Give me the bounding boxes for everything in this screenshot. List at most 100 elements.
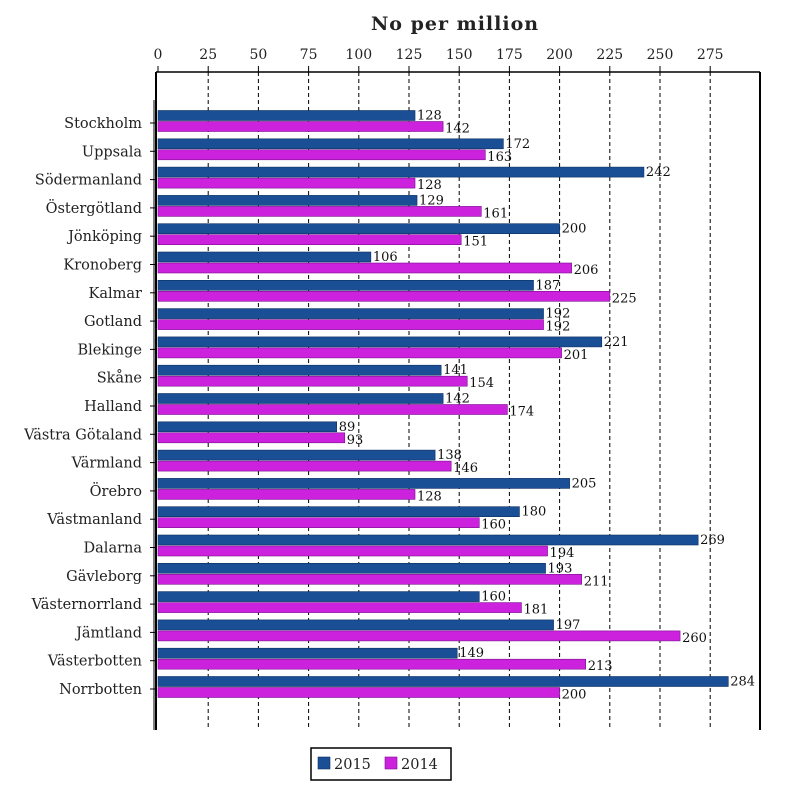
data-label-2014-vastra-gotaland: 93: [347, 433, 364, 448]
category-label-jonkoping: Jönköping: [66, 229, 142, 245]
category-label-blekinge: Blekinge: [78, 342, 143, 358]
bar-2014-kalmar: [157, 290, 611, 302]
bar-2015-orebro: [157, 478, 570, 489]
data-label-2015-jonkoping: 200: [562, 222, 587, 237]
bar-2015-kronoberg: [157, 251, 372, 263]
data-label-2015-varmland: 138: [437, 448, 462, 463]
bar-2014-jonkoping: [157, 234, 462, 245]
category-labels: Stockholm Uppsala Södermanland Östergötland…: [23, 116, 156, 698]
bar-2015-ostergotland: [157, 195, 418, 206]
category-label-sodermanland: Södermanland: [35, 173, 142, 189]
x-tick-label: 125: [396, 47, 423, 63]
data-label-2015-vastmanland: 180: [521, 505, 546, 520]
bar-2015-vastmanland: [157, 506, 520, 518]
data-label-2014-vasternorrland: 181: [523, 603, 548, 618]
x-tick-label: 75: [300, 47, 318, 63]
x-tick-label: 225: [596, 47, 623, 63]
data-label-2014-dalarna: 194: [550, 546, 575, 561]
bar-2015-blekinge: [157, 336, 603, 348]
bar-2015-sodermanland: [157, 166, 645, 178]
bar-2014-vastra-gotaland: [157, 432, 346, 444]
data-label-2015-skane: 141: [443, 363, 468, 378]
category-label-vasterbotten: Västerbotten: [47, 654, 142, 670]
bar-2015-halland: [157, 393, 444, 404]
bar-2014-ostergotland: [157, 206, 482, 217]
legend-swatch-2014: [384, 756, 398, 770]
bar-2014-vasternorrland: [157, 602, 522, 613]
bar-2014-stockholm: [157, 121, 444, 132]
bar-2014-jamtland: [157, 630, 681, 642]
bar-2015-gavleborg: [157, 562, 546, 574]
category-label-ostergotland: Östergötland: [46, 199, 142, 217]
x-axis-ticks: 0 25 50 75 100 125 150 175 200 225 250 275: [154, 47, 760, 73]
bar-2015-jamtland: [157, 619, 554, 631]
data-label-2014-kronoberg: 206: [574, 263, 599, 278]
data-label-2015-orebro: 205: [572, 476, 597, 491]
legend-label-2015: 2015: [334, 757, 371, 773]
category-label-stockholm: Stockholm: [64, 116, 142, 132]
legend: 2015 2014: [310, 747, 452, 781]
data-label-2014-stockholm: 142: [445, 122, 470, 137]
bar-2014-skane: [157, 375, 468, 387]
category-label-halland: Halland: [84, 399, 142, 415]
category-label-dalarna: Dalarna: [84, 541, 143, 557]
data-label-2014-norrbotten: 200: [562, 688, 587, 703]
category-label-norrbotten: Norrbotten: [59, 682, 142, 698]
bar-2014-sodermanland: [157, 177, 416, 189]
bar-2015-dalarna: [157, 534, 699, 546]
category-label-kalmar: Kalmar: [89, 286, 143, 302]
bar-2015-jonkoping: [157, 223, 560, 234]
data-label-2015-vasterbotten: 149: [459, 646, 484, 661]
x-tick-label: 275: [697, 47, 724, 63]
bar-2014-vasterbotten: [157, 658, 587, 670]
data-label-2015-kronoberg: 106: [373, 250, 398, 265]
x-tick-label: 250: [647, 47, 674, 63]
data-label-2014-vastmanland: 160: [481, 518, 506, 533]
bar-2015-gotland: [157, 308, 544, 319]
data-label-2015-gavleborg: 193: [548, 561, 573, 576]
category-label-uppsala: Uppsala: [82, 144, 143, 160]
data-label-2014-orebro: 128: [417, 489, 442, 504]
data-label-2015-ostergotland: 129: [419, 193, 444, 208]
x-tick-label: 175: [496, 47, 523, 63]
category-label-vastmanland: Västmanland: [46, 512, 142, 528]
category-label-jamtland: Jämtland: [74, 625, 142, 641]
data-label-2014-gotland: 192: [546, 320, 571, 335]
category-label-orebro: Örebro: [90, 482, 142, 500]
bar-2014-uppsala: [157, 149, 486, 161]
bar-2014-kronoberg: [157, 262, 572, 274]
legend-label-2014: 2014: [401, 757, 438, 773]
x-tick-label: 150: [446, 47, 473, 63]
x-tick-label: 200: [546, 47, 573, 63]
bars: 1281421721632421281291612001511062061872…: [157, 109, 755, 703]
legend-box: [310, 747, 452, 781]
category-label-varmland: Värmland: [71, 456, 142, 472]
data-label-2014-halland: 174: [509, 405, 534, 420]
data-label-2015-halland: 142: [445, 392, 470, 407]
bar-2014-norrbotten: [157, 687, 560, 698]
data-label-2015-norrbotten: 284: [730, 675, 755, 690]
bar-2015-uppsala: [157, 138, 504, 150]
data-label-2014-blekinge: 201: [564, 348, 589, 363]
bar-2014-vastmanland: [157, 517, 480, 529]
bar-2014-halland: [157, 404, 508, 415]
category-label-skane: Skåne: [97, 370, 142, 387]
plot-frame: [153, 72, 761, 730]
data-label-2015-blekinge: 221: [604, 335, 629, 350]
bar-2015-vasterbotten: [157, 647, 458, 659]
bar-2015-varmland: [157, 449, 436, 461]
data-label-2015-stockholm: 128: [417, 109, 442, 124]
data-label-2014-uppsala: 163: [487, 150, 512, 165]
category-label-gavleborg: Gävleborg: [66, 569, 142, 585]
legend-swatch-2015: [317, 756, 331, 770]
bar-2014-orebro: [157, 489, 416, 500]
category-label-kronoberg: Kronoberg: [63, 258, 142, 274]
data-label-2014-jamtland: 260: [682, 631, 707, 646]
bar-2014-gavleborg: [157, 573, 582, 585]
data-label-2015-vasternorrland: 160: [481, 590, 506, 605]
data-label-2015-kalmar: 187: [535, 278, 560, 293]
data-label-2015-vastra-gotaland: 89: [339, 420, 356, 435]
data-label-2014-skane: 154: [469, 376, 494, 391]
data-label-2014-varmland: 146: [453, 461, 478, 476]
